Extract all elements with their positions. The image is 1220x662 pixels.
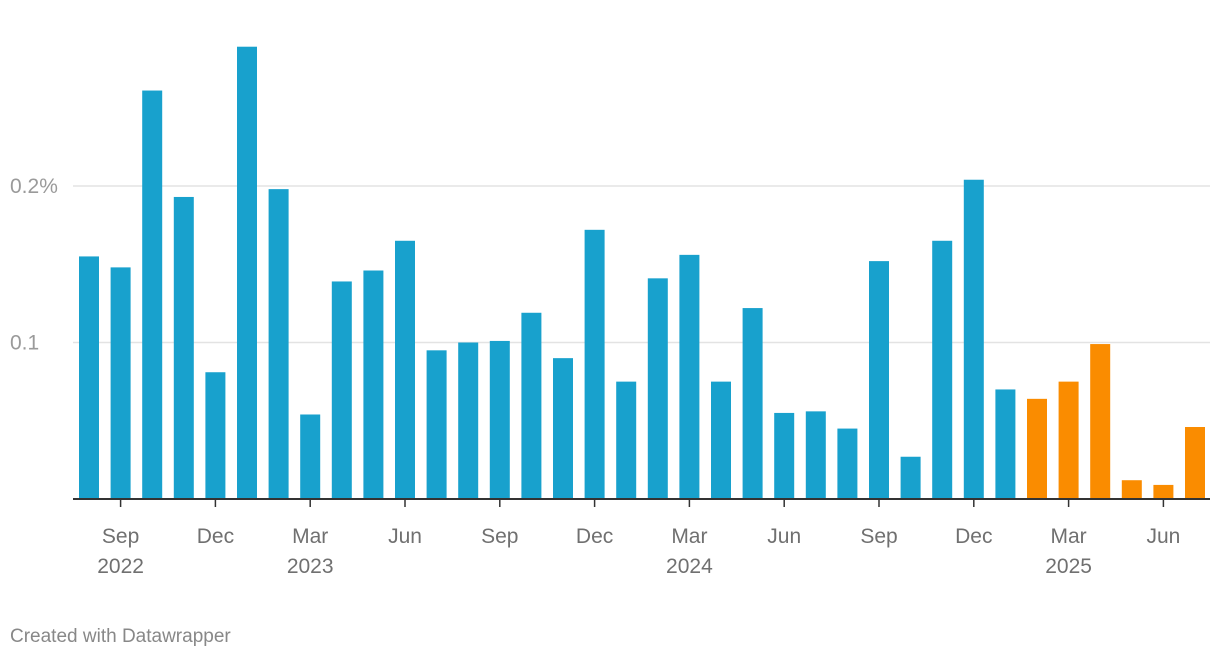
x-tick-label: Jun — [1146, 525, 1180, 548]
bar — [742, 308, 763, 499]
bar — [331, 281, 352, 499]
tick-labels: 0.2% 0.1 Sep 2022 Dec Mar 2023 Jun Sep Dec Mar 2024… — [10, 175, 1180, 578]
bar — [363, 270, 384, 499]
bar — [805, 411, 826, 499]
x-tick-label: Sep — [860, 525, 897, 548]
x-axis — [73, 498, 1210, 507]
bar — [1058, 381, 1079, 499]
x-tick-label: Mar — [1051, 525, 1087, 548]
x-tick-label: Mar — [671, 525, 707, 548]
bar — [110, 267, 131, 499]
x-tick-label: Jun — [388, 525, 422, 548]
x-tick-label: Sep — [481, 525, 518, 548]
bar — [489, 340, 510, 499]
bar — [932, 240, 953, 499]
bar — [426, 350, 447, 499]
footer-credit: Created with Datawrapper — [10, 626, 231, 647]
bar — [900, 456, 921, 499]
bar — [616, 381, 637, 499]
bar — [1090, 344, 1111, 499]
x-tick-year-label: 2024 — [666, 555, 713, 578]
bar — [300, 414, 321, 499]
x-tick-label: Dec — [955, 525, 992, 548]
bar — [1027, 398, 1047, 499]
bar — [711, 381, 731, 499]
bar — [79, 256, 99, 499]
x-tick-year-label: 2022 — [97, 555, 144, 578]
x-tick-label: Dec — [576, 525, 613, 548]
bar — [774, 412, 795, 499]
bar — [205, 372, 226, 499]
x-tick-label: Dec — [197, 525, 234, 548]
bars — [79, 46, 1205, 500]
bar — [395, 240, 415, 499]
bar — [173, 196, 194, 499]
bar — [869, 261, 889, 499]
bar — [679, 254, 700, 499]
x-tick-year-label: 2023 — [287, 555, 334, 578]
bar — [268, 189, 289, 499]
bar — [995, 389, 1016, 499]
bar — [1153, 484, 1174, 499]
bar — [963, 179, 984, 500]
bar — [837, 428, 858, 499]
bar — [237, 46, 257, 500]
y-tick-label: 0.2% — [10, 175, 58, 198]
gridlines — [73, 185, 1210, 344]
bar — [584, 229, 605, 499]
bar — [521, 312, 542, 499]
x-tick-label: Sep — [102, 525, 139, 548]
x-tick-year-label: 2025 — [1045, 555, 1092, 578]
bar — [142, 90, 163, 499]
bar — [458, 342, 479, 499]
bar — [647, 278, 668, 499]
bar — [553, 358, 573, 499]
bar — [1121, 480, 1142, 499]
x-tick-label: Mar — [292, 525, 328, 548]
x-tick-label: Jun — [767, 525, 801, 548]
bar-chart: 0.2% 0.1 Sep 2022 Dec Mar 2023 Jun Sep Dec Mar 2024… — [10, 46, 1210, 578]
y-tick-label: 0.1 — [10, 332, 39, 355]
bar — [1185, 427, 1205, 499]
